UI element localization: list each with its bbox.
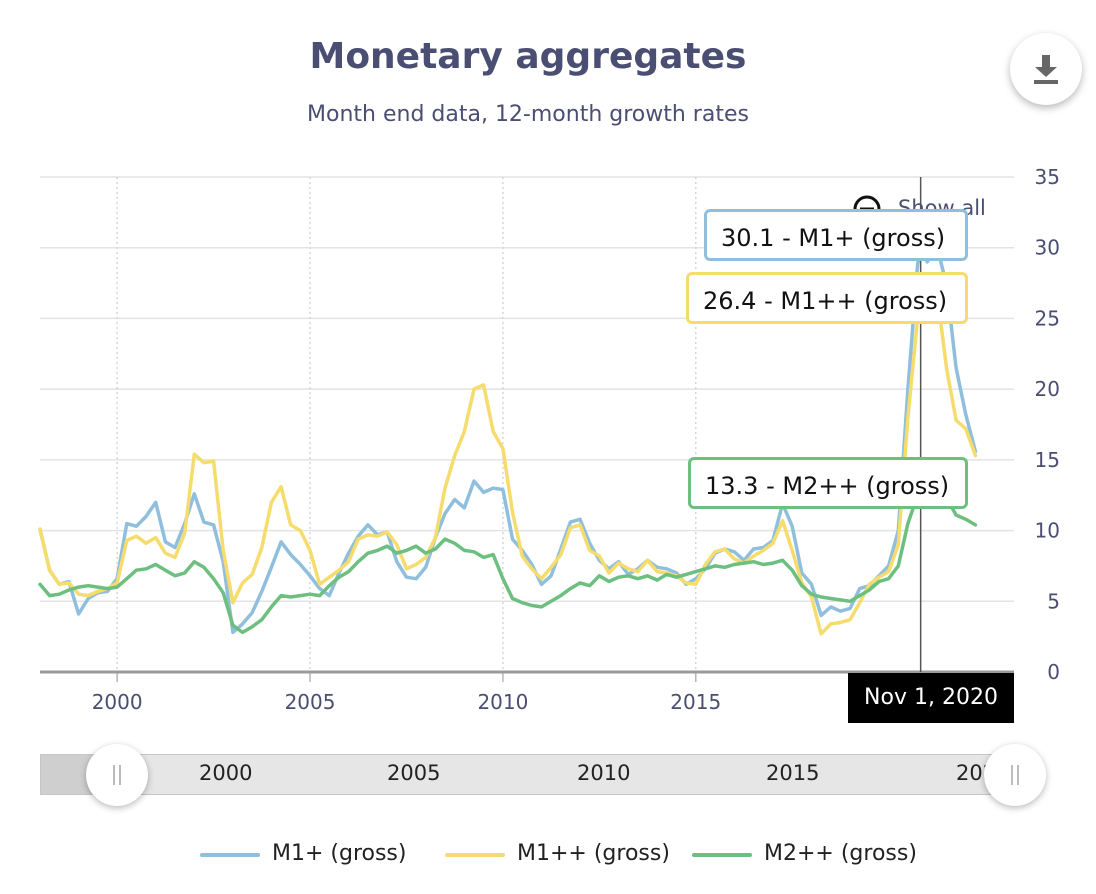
- navigator-right-handle[interactable]: [984, 744, 1046, 806]
- legend: M1+ (gross) M1++ (gross) M2++ (gross): [0, 838, 1096, 872]
- range-navigator[interactable]: 2000 2005 2010 2015 2020: [40, 754, 1014, 795]
- y-tick-label: 25: [1035, 306, 1060, 330]
- chart-subtitle: Month end data, 12-month growth rates: [307, 102, 749, 127]
- series-layer: [38, 244, 978, 636]
- chart-title: Monetary aggregates: [309, 36, 747, 77]
- chart-plot[interactable]: 0 5 10 15 20 25 30 35 2000 2005 2010 2015: [0, 0, 1096, 740]
- y-tick-label: 15: [1035, 448, 1060, 472]
- tooltip-m1plus: 30.1 - M1+ (gross): [704, 209, 968, 261]
- x-tick-label: 2015: [670, 690, 721, 714]
- series-line-2: [38, 469, 978, 635]
- x-tick-label: 2010: [477, 690, 528, 714]
- navigator-tick: 2010: [577, 761, 631, 785]
- y-tick-label: 20: [1035, 377, 1060, 401]
- download-button[interactable]: [1010, 33, 1082, 105]
- y-tick-label: 0: [1047, 660, 1060, 684]
- y-tick-label: 35: [1035, 165, 1060, 189]
- y-tick-label: 5: [1047, 589, 1060, 613]
- navigator-tick: 2015: [766, 761, 820, 785]
- series-line-1: [38, 289, 978, 636]
- x-tick-label: 2000: [92, 690, 143, 714]
- navigator-tick: 2000: [199, 761, 253, 785]
- legend-swatch: [445, 853, 505, 857]
- legend-swatch: [200, 853, 260, 857]
- navigator-tick: 2005: [387, 761, 441, 785]
- y-tick-label: 10: [1035, 519, 1060, 543]
- tooltip-m2plusplus: 13.3 - M2++ (gross): [688, 457, 968, 509]
- axis-layer: 0 5 10 15 20 25 30 35 2000 2005 2010 2015: [40, 165, 1060, 714]
- legend-swatch: [692, 853, 752, 857]
- x-tick-label: 2005: [285, 690, 336, 714]
- navigator-left-handle[interactable]: [86, 744, 148, 806]
- crosshair-date-label: Nov 1, 2020: [848, 673, 1014, 723]
- legend-label: M1++ (gross): [517, 841, 670, 866]
- download-icon: [1034, 55, 1058, 84]
- legend-label: M1+ (gross): [272, 841, 407, 866]
- series-line-0: [38, 244, 978, 635]
- legend-label: M2++ (gross): [764, 841, 917, 866]
- y-tick-label: 30: [1035, 236, 1060, 260]
- tooltip-m1plusplus: 26.4 - M1++ (gross): [686, 272, 968, 324]
